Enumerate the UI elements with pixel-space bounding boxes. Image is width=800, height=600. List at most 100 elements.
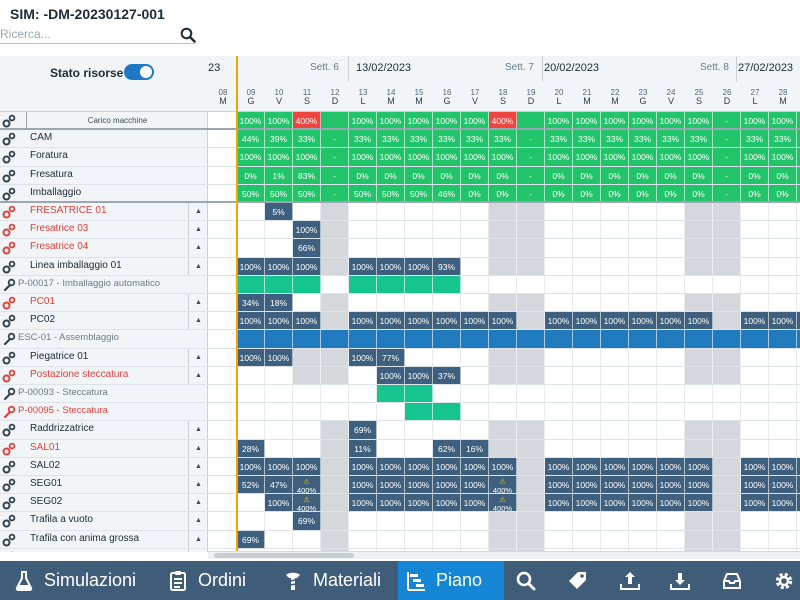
resource-label-cell[interactable]: Carico macchine xyxy=(0,112,208,129)
load-cell[interactable] xyxy=(293,439,321,457)
resource-label-cell[interactable]: Fresatrice 03 ▲ xyxy=(0,221,208,239)
load-cell[interactable] xyxy=(293,548,321,552)
load-cell[interactable]: 100% xyxy=(489,312,517,330)
load-cell[interactable] xyxy=(741,203,769,221)
load-cell[interactable] xyxy=(713,330,741,348)
load-cell[interactable] xyxy=(685,439,713,457)
load-cell[interactable]: 100% xyxy=(769,476,797,494)
load-cell[interactable]: - xyxy=(321,148,349,166)
load-cell[interactable] xyxy=(797,385,800,403)
load-cell[interactable]: ⚠ 400% xyxy=(293,476,321,494)
load-cell[interactable]: 100% xyxy=(657,312,685,330)
load-cell[interactable]: 100% xyxy=(349,494,377,512)
load-cell[interactable] xyxy=(405,221,433,239)
load-cell[interactable] xyxy=(265,530,293,548)
load-cell[interactable] xyxy=(769,512,797,530)
load-cell[interactable]: 100% xyxy=(545,476,573,494)
load-cell[interactable]: 33% xyxy=(461,130,489,148)
load-cell[interactable] xyxy=(377,221,405,239)
load-cell[interactable] xyxy=(657,439,685,457)
load-cell[interactable] xyxy=(517,494,545,512)
load-cell[interactable] xyxy=(657,403,685,421)
load-cell[interactable] xyxy=(713,203,741,221)
resource-label-cell[interactable]: PC02 ▲ xyxy=(0,312,208,330)
load-cell[interactable]: 100% xyxy=(741,112,769,129)
load-cell[interactable] xyxy=(601,257,629,275)
load-cell[interactable]: 100% xyxy=(349,348,377,366)
load-cell[interactable] xyxy=(797,548,800,552)
load-cell[interactable] xyxy=(517,548,545,552)
load-cell[interactable]: - xyxy=(517,130,545,148)
load-cell[interactable]: 100% xyxy=(769,148,797,166)
load-cell[interactable] xyxy=(713,312,741,330)
load-cell[interactable] xyxy=(713,457,741,475)
load-cell[interactable] xyxy=(545,275,573,293)
load-cell[interactable] xyxy=(517,221,545,239)
load-cell[interactable] xyxy=(517,403,545,421)
load-cell[interactable] xyxy=(237,203,265,221)
load-cell[interactable] xyxy=(489,294,517,312)
load-cell[interactable]: 100% xyxy=(405,112,433,129)
load-cell[interactable]: 100% xyxy=(405,148,433,166)
load-cell[interactable]: 100% xyxy=(293,312,321,330)
load-cell[interactable] xyxy=(741,548,769,552)
expand-toggle[interactable]: ▲ xyxy=(188,257,208,275)
load-cell[interactable] xyxy=(265,221,293,239)
load-cell[interactable] xyxy=(265,548,293,552)
load-cell[interactable] xyxy=(769,421,797,439)
load-cell[interactable] xyxy=(713,257,741,275)
load-cell[interactable] xyxy=(209,439,237,457)
load-cell[interactable] xyxy=(209,530,237,548)
load-cell[interactable] xyxy=(629,257,657,275)
load-cell[interactable]: 100% xyxy=(657,476,685,494)
load-cell[interactable] xyxy=(377,548,405,552)
load-cell[interactable] xyxy=(601,548,629,552)
load-cell[interactable] xyxy=(797,439,800,457)
load-cell[interactable]: 100% xyxy=(293,221,321,239)
load-cell[interactable]: 100% xyxy=(685,457,713,475)
load-cell[interactable] xyxy=(797,330,800,348)
load-cell[interactable] xyxy=(657,257,685,275)
load-cell[interactable] xyxy=(321,457,349,475)
load-cell[interactable] xyxy=(237,421,265,439)
load-cell[interactable] xyxy=(573,348,601,366)
nav-gear-button[interactable] xyxy=(768,561,800,600)
load-cell[interactable] xyxy=(517,330,545,348)
load-cell[interactable] xyxy=(461,221,489,239)
load-cell[interactable]: 100% xyxy=(405,476,433,494)
load-cell[interactable] xyxy=(461,530,489,548)
load-cell[interactable] xyxy=(433,348,461,366)
load-cell[interactable] xyxy=(237,548,265,552)
load-cell[interactable] xyxy=(601,366,629,384)
load-cell[interactable] xyxy=(713,548,741,552)
load-cell[interactable] xyxy=(209,421,237,439)
load-cell[interactable] xyxy=(517,275,545,293)
search-input[interactable] xyxy=(0,25,170,42)
load-cell[interactable] xyxy=(685,421,713,439)
load-cell[interactable] xyxy=(405,203,433,221)
load-cell[interactable] xyxy=(433,275,461,293)
load-cell[interactable] xyxy=(545,330,573,348)
load-cell[interactable]: 0% xyxy=(573,184,601,201)
load-cell[interactable] xyxy=(433,203,461,221)
load-cell[interactable] xyxy=(349,548,377,552)
load-cell[interactable] xyxy=(517,512,545,530)
load-cell[interactable]: 100% xyxy=(685,112,713,129)
load-cell[interactable]: 100% xyxy=(265,457,293,475)
load-cell[interactable] xyxy=(713,494,741,512)
load-cell[interactable]: 100% xyxy=(601,112,629,129)
load-cell[interactable]: 100% xyxy=(461,494,489,512)
load-cell[interactable] xyxy=(629,512,657,530)
expand-toggle[interactable]: ▲ xyxy=(188,312,208,330)
load-cell[interactable]: 16% xyxy=(461,439,489,457)
load-cell[interactable]: 100% xyxy=(461,476,489,494)
load-cell[interactable] xyxy=(405,421,433,439)
load-cell[interactable]: 100% xyxy=(573,148,601,166)
load-cell[interactable]: 28% xyxy=(237,439,265,457)
load-cell[interactable] xyxy=(685,275,713,293)
load-cell[interactable] xyxy=(489,203,517,221)
load-cell[interactable] xyxy=(573,548,601,552)
load-cell[interactable] xyxy=(769,203,797,221)
load-cell[interactable] xyxy=(349,530,377,548)
load-cell[interactable]: 33% xyxy=(545,130,573,148)
